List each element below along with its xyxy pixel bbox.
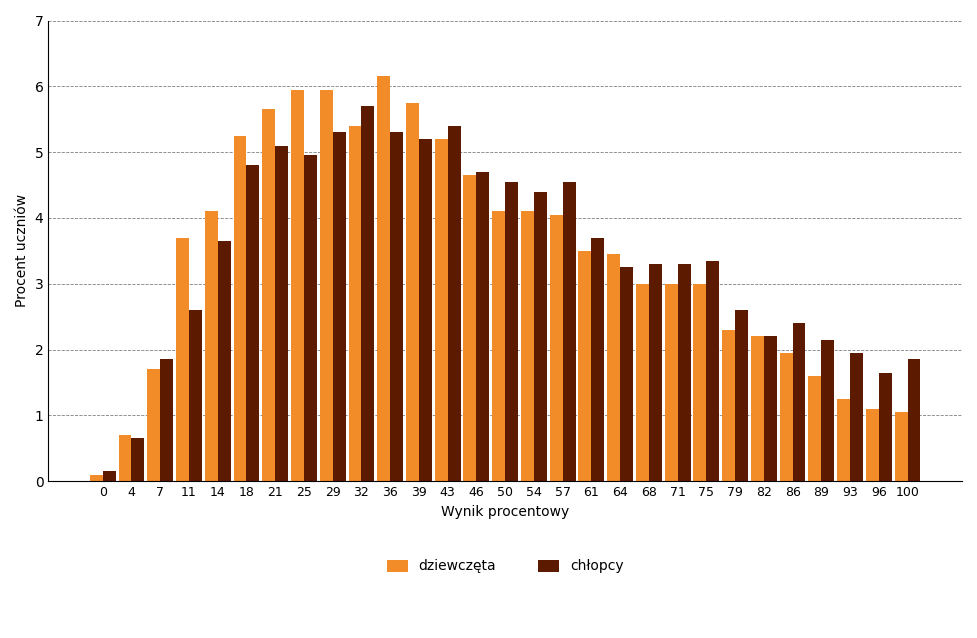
Bar bbox=[694, 284, 706, 481]
Bar bbox=[463, 175, 477, 481]
Bar bbox=[895, 412, 908, 481]
Legend: dziewczęta, chłopcy: dziewczęta, chłopcy bbox=[380, 553, 630, 581]
Bar bbox=[792, 323, 805, 481]
Bar bbox=[148, 369, 160, 481]
Bar bbox=[349, 126, 361, 481]
Bar bbox=[189, 310, 202, 481]
Bar bbox=[176, 237, 189, 481]
Bar bbox=[205, 211, 218, 481]
Bar bbox=[218, 241, 231, 481]
Bar bbox=[160, 359, 173, 481]
Bar bbox=[447, 126, 460, 481]
Bar bbox=[246, 165, 260, 481]
Bar bbox=[90, 475, 103, 481]
Bar bbox=[578, 251, 591, 481]
Bar bbox=[262, 109, 276, 481]
Bar bbox=[780, 353, 792, 481]
Bar bbox=[103, 471, 115, 481]
Bar bbox=[390, 132, 404, 481]
Bar bbox=[234, 136, 246, 481]
Bar bbox=[878, 373, 892, 481]
Bar bbox=[118, 435, 132, 481]
Bar bbox=[822, 339, 834, 481]
Bar bbox=[492, 211, 505, 481]
Bar bbox=[505, 182, 518, 481]
Bar bbox=[591, 237, 605, 481]
Bar bbox=[607, 254, 620, 481]
Bar bbox=[361, 106, 374, 481]
Bar bbox=[291, 89, 304, 481]
Bar bbox=[764, 336, 777, 481]
Bar bbox=[751, 336, 764, 481]
Bar bbox=[319, 89, 333, 481]
Bar bbox=[664, 284, 678, 481]
Bar bbox=[563, 182, 575, 481]
Bar bbox=[636, 284, 649, 481]
Bar bbox=[477, 172, 489, 481]
Bar bbox=[850, 353, 863, 481]
Bar bbox=[132, 438, 145, 481]
Bar bbox=[722, 330, 735, 481]
Bar bbox=[866, 409, 878, 481]
Bar bbox=[678, 264, 691, 481]
Bar bbox=[735, 310, 748, 481]
Bar bbox=[550, 214, 563, 481]
Bar bbox=[304, 156, 317, 481]
Bar bbox=[808, 376, 822, 481]
Bar bbox=[521, 211, 533, 481]
Bar bbox=[908, 359, 920, 481]
Bar bbox=[837, 399, 850, 481]
Bar bbox=[333, 132, 346, 481]
Bar bbox=[377, 77, 390, 481]
Bar bbox=[649, 264, 661, 481]
X-axis label: Wynik procentowy: Wynik procentowy bbox=[441, 505, 570, 519]
Y-axis label: Procent uczniów: Procent uczniów bbox=[15, 194, 29, 308]
Bar bbox=[406, 103, 419, 481]
Bar bbox=[276, 145, 288, 481]
Bar bbox=[620, 267, 633, 481]
Bar bbox=[435, 139, 447, 481]
Bar bbox=[706, 261, 719, 481]
Bar bbox=[533, 191, 547, 481]
Bar bbox=[419, 139, 432, 481]
